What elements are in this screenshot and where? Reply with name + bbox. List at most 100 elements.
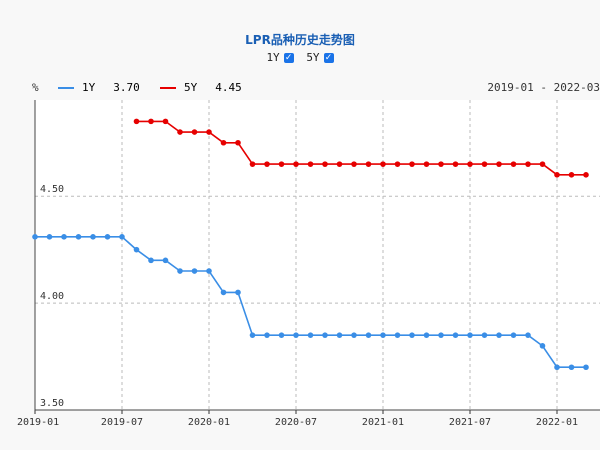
data-point-5y	[278, 161, 285, 167]
legend-1y-swatch	[58, 86, 74, 89]
legend-5y-name: 5Y	[184, 81, 198, 94]
legend-1y-value: 3.70	[113, 81, 140, 94]
data-point-5y	[322, 161, 328, 167]
toggle-5y[interactable]: 5Y ✓	[306, 51, 334, 64]
data-point-1y	[162, 257, 169, 264]
data-point-1y	[278, 332, 285, 338]
toggle-1y[interactable]: 1Y ✓	[266, 51, 294, 64]
y-tick-label: 4.50	[40, 184, 64, 195]
data-point-1y	[351, 332, 357, 338]
data-point-5y	[162, 118, 169, 125]
data-point-1y	[264, 332, 270, 338]
data-point-5y	[525, 161, 531, 167]
data-point-5y	[220, 139, 227, 146]
data-point-1y	[32, 234, 38, 240]
data-point-1y	[525, 332, 531, 338]
data-point-5y	[568, 172, 575, 178]
data-point-5y	[148, 118, 154, 125]
data-point-5y	[539, 161, 546, 167]
data-point-5y	[394, 161, 401, 167]
data-point-5y	[496, 161, 502, 167]
data-point-1y	[394, 332, 401, 338]
data-point-1y	[336, 332, 343, 338]
data-point-1y	[90, 234, 96, 240]
data-point-5y	[423, 161, 430, 167]
grid-lines	[34, 100, 600, 411]
data-point-1y	[539, 343, 546, 349]
data-point-1y	[133, 246, 140, 253]
data-point-5y	[249, 161, 256, 167]
data-point-1y	[467, 332, 473, 338]
legend-item-5y[interactable]: 5Y 4.45	[160, 81, 242, 94]
series-toggles: 1Y ✓ 5Y ✓	[0, 51, 600, 64]
data-point-1y	[481, 332, 488, 338]
data-point-1y	[365, 332, 372, 338]
checkbox-1y-icon[interactable]: ✓	[283, 52, 294, 63]
data-point-1y	[46, 234, 53, 240]
data-point-5y	[380, 161, 386, 167]
data-point-1y	[235, 289, 241, 296]
data-point-1y	[119, 234, 125, 240]
x-tick-label: 2021-01	[362, 417, 404, 428]
data-point-1y	[206, 268, 212, 274]
data-point-5y	[481, 161, 488, 167]
data-point-5y	[438, 161, 444, 167]
data-point-5y	[583, 172, 589, 178]
data-point-5y	[365, 161, 372, 167]
data-point-5y	[235, 139, 241, 146]
data-point-1y	[554, 364, 560, 371]
x-tick-label: 2022-01	[536, 417, 578, 428]
data-point-1y	[177, 268, 183, 274]
legend-5y-swatch	[160, 86, 176, 89]
data-point-1y	[61, 234, 67, 240]
data-point-1y	[380, 332, 386, 338]
y-tick-label: 4.00	[40, 291, 64, 302]
data-point-1y	[568, 364, 575, 371]
y-tick-label: 3.50	[40, 398, 64, 409]
data-point-1y	[191, 268, 198, 274]
data-point-1y	[510, 332, 517, 338]
checkbox-5y-icon[interactable]: ✓	[323, 52, 334, 63]
data-point-5y	[307, 161, 314, 167]
data-point-1y	[249, 332, 256, 338]
data-points	[32, 118, 589, 371]
data-point-5y	[351, 161, 357, 167]
toggle-5y-label: 5Y	[306, 51, 320, 64]
data-point-5y	[133, 118, 140, 125]
data-point-5y	[293, 161, 299, 167]
x-tick-label: 2020-01	[188, 417, 230, 428]
data-point-5y	[336, 161, 343, 167]
data-point-1y	[293, 332, 299, 338]
data-point-5y	[191, 129, 198, 135]
plot-area	[35, 100, 600, 410]
data-point-1y	[423, 332, 430, 338]
data-point-5y	[177, 129, 183, 135]
tick-labels: 4.50 4.00 3.50 2019-01 2019-07 2020-01 2020-07…	[17, 184, 578, 428]
data-point-1y	[75, 234, 82, 240]
data-point-5y	[409, 161, 415, 167]
data-point-1y	[104, 234, 111, 240]
legend-5y-value: 4.45	[215, 81, 242, 94]
data-point-5y	[452, 161, 459, 167]
legend-item-1y[interactable]: 1Y 3.70	[58, 81, 140, 94]
axes	[34, 100, 600, 414]
data-point-1y	[496, 332, 502, 338]
x-tick-label: 2020-07	[275, 417, 317, 428]
data-point-1y	[438, 332, 444, 338]
legend-1y-name: 1Y	[82, 81, 96, 94]
data-point-1y	[307, 332, 314, 338]
data-point-5y	[206, 129, 212, 135]
data-point-1y	[322, 332, 328, 338]
toggle-1y-label: 1Y	[266, 51, 280, 64]
x-tick-label: 2021-07	[449, 417, 491, 428]
data-point-5y	[467, 161, 473, 167]
data-point-5y	[554, 172, 560, 178]
data-point-5y	[510, 161, 517, 167]
data-point-1y	[220, 289, 227, 296]
data-point-1y	[452, 332, 459, 338]
data-point-1y	[409, 332, 415, 338]
date-range: 2019-01 - 2022-03	[487, 81, 600, 94]
data-point-1y	[583, 364, 589, 371]
chart-title: LPR品种历史走势图	[245, 33, 355, 47]
